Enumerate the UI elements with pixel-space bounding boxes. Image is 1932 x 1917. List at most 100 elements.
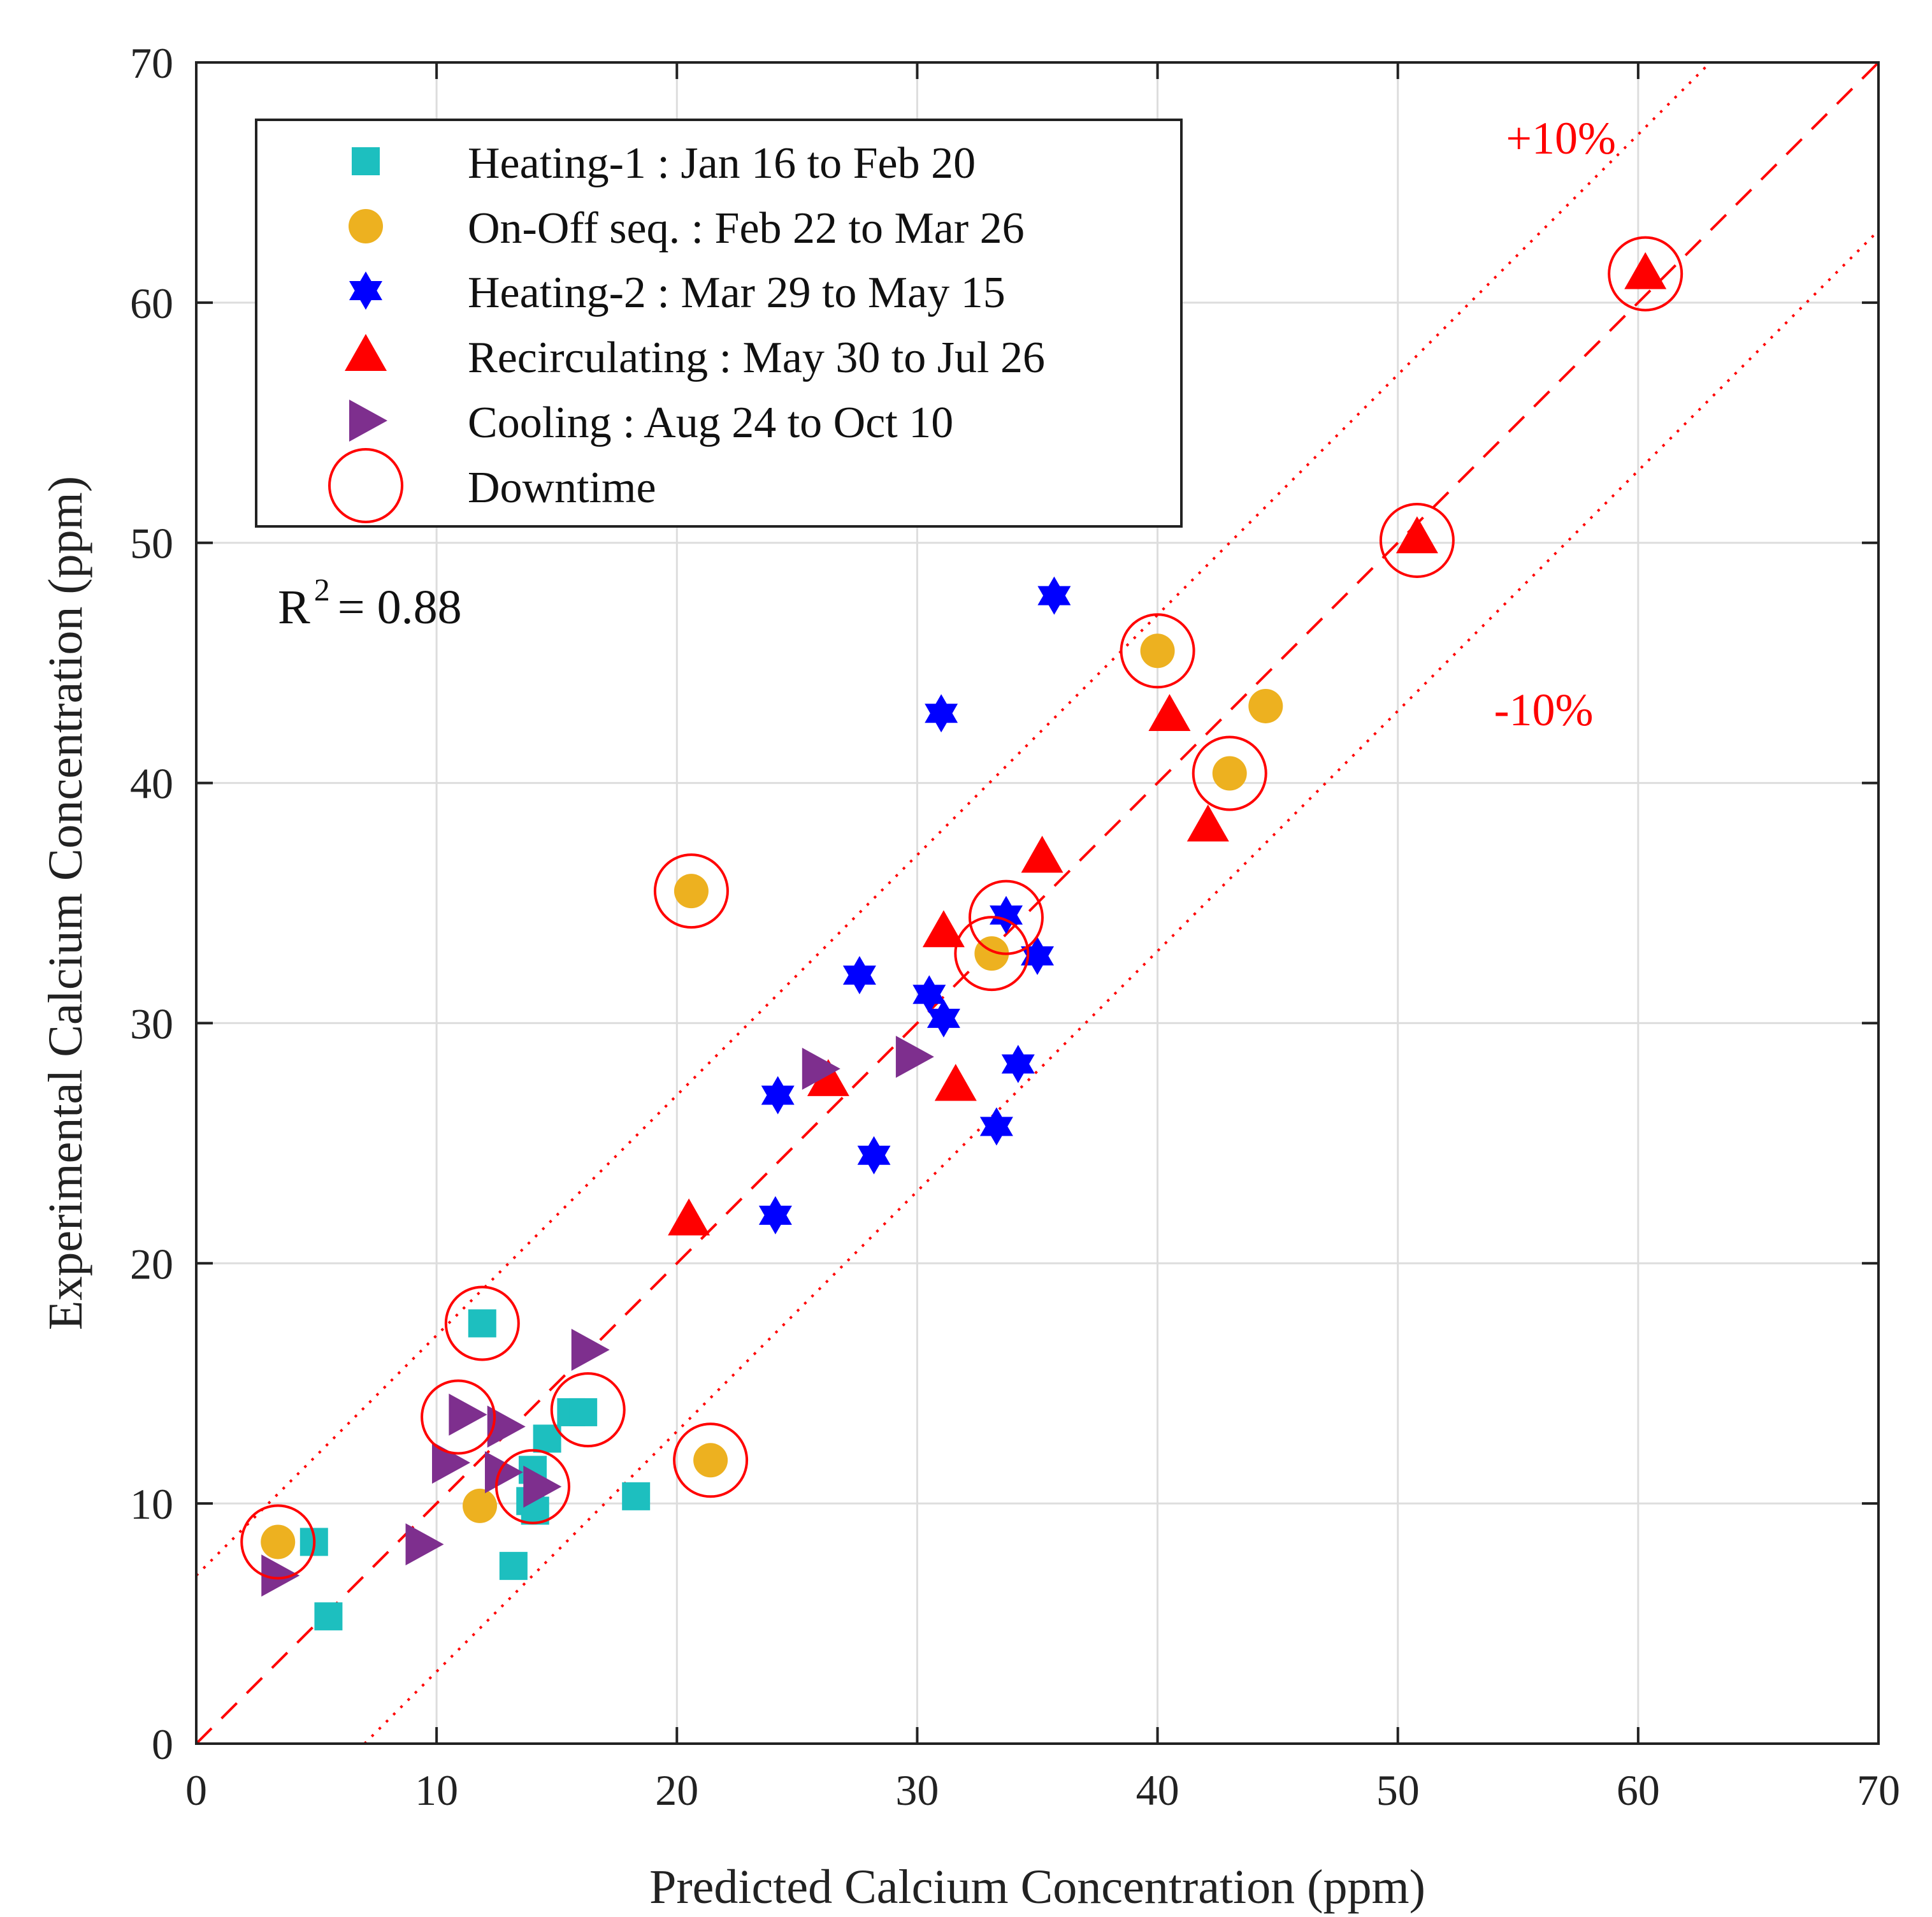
legend-symbols	[328, 147, 403, 523]
legend-symbol-square	[352, 147, 380, 175]
series-triangle-right	[261, 1036, 934, 1597]
data-point-circle	[693, 1443, 728, 1478]
data-point-triangle-right	[261, 1554, 300, 1597]
data-point-open-circle	[550, 1372, 626, 1448]
data-point-triangle-right	[405, 1523, 444, 1566]
r-squared-exponent: 2	[314, 572, 330, 607]
series-circle	[261, 633, 1283, 1559]
x-tick-label: 0	[185, 1766, 207, 1814]
data-point-hexagram	[1001, 1045, 1035, 1083]
data-point-hexagram	[761, 1076, 795, 1115]
data-point-triangle-up	[668, 1198, 710, 1236]
data-point-hexagram	[842, 956, 876, 995]
plus-10-label: +10%	[1506, 113, 1616, 164]
data-point-triangle-up	[922, 910, 965, 948]
data-point-hexagram	[979, 1107, 1013, 1146]
data-point-hexagram	[758, 1196, 792, 1234]
data-point-triangle-up	[1624, 252, 1667, 289]
legend-label-on-off: On-Off seq. : Feb 22 to Mar 26	[468, 204, 1025, 253]
data-point-open-circle	[968, 879, 1044, 955]
data-point-open-circle	[673, 1422, 749, 1498]
data-point-triangle-right	[484, 1451, 523, 1494]
legend-box	[255, 119, 1183, 528]
data-point-triangle-up	[1395, 516, 1438, 554]
data-point-triangle-right	[895, 1036, 934, 1078]
y-tick-label: 50	[130, 519, 173, 568]
data-point-open-circle	[1379, 502, 1455, 578]
x-tick-label: 30	[895, 1766, 939, 1814]
data-point-open-circle	[954, 916, 1030, 992]
axis-ticks: 0 10 20 30 40 50 60 70 0 10 20 30 40 50 60 70	[130, 39, 1900, 1814]
y-tick-label: 30	[130, 999, 173, 1048]
data-point-open-circle	[1120, 613, 1195, 689]
y-tick-label: 70	[130, 39, 173, 87]
legend-symbol-circle	[349, 209, 383, 243]
legend-label-recirculating: Recirculating : May 30 to Jul 26	[468, 333, 1045, 382]
r-squared-annotation: R 2 = 0.88	[278, 572, 462, 634]
series-square	[299, 1309, 651, 1631]
plot-frame	[195, 61, 1880, 1745]
data-point-triangle-right	[487, 1405, 526, 1448]
x-tick-label: 40	[1136, 1766, 1179, 1814]
identity-line	[195, 61, 1880, 1745]
y-tick-label: 10	[130, 1480, 173, 1528]
data-point-hexagram	[857, 1136, 891, 1175]
r-squared-value: = 0.88	[338, 581, 462, 634]
legend-symbol-hexagram	[349, 271, 382, 310]
data-point-square	[314, 1602, 343, 1631]
x-tick-label: 10	[415, 1766, 458, 1814]
data-point-triangle-right	[571, 1328, 610, 1371]
data-point-triangle-up	[1021, 836, 1063, 873]
data-point-triangle-up	[1148, 694, 1191, 732]
data-point-hexagram	[926, 999, 960, 1038]
x-tick-label: 50	[1376, 1766, 1420, 1814]
y-tick-label: 60	[130, 279, 173, 328]
reference-lines	[195, 61, 1880, 1745]
legend-label-heating-2: Heating-2 : Mar 29 to May 15	[468, 268, 1006, 317]
data-point-circle	[674, 874, 709, 909]
data-point-open-circle	[495, 1449, 570, 1524]
data-point-hexagram	[1037, 576, 1071, 615]
data-point-open-circle	[1608, 236, 1683, 312]
data-point-square	[499, 1552, 528, 1581]
data-point-hexagram	[912, 975, 946, 1014]
y-tick-label: 40	[130, 760, 173, 808]
data-point-square	[622, 1482, 651, 1510]
data-point-square	[468, 1309, 496, 1338]
legend-label-downtime: Downtime	[468, 463, 656, 512]
data-point-open-circle	[444, 1285, 520, 1361]
x-tick-label: 20	[655, 1766, 698, 1814]
minus-10-label: -10%	[1494, 684, 1594, 735]
series-hexagram	[758, 576, 1071, 1234]
y-axis-label: Experimental Calcium Concentration (ppm)	[39, 476, 92, 1330]
data-point-circle	[1212, 756, 1247, 791]
series-open-circle	[240, 236, 1683, 1580]
data-point-circle	[1248, 688, 1283, 723]
x-tick-label: 60	[1617, 1766, 1660, 1814]
data-point-triangle-right	[449, 1393, 487, 1436]
data-point-triangle-up	[1186, 804, 1229, 842]
data-point-open-circle	[653, 853, 729, 929]
data-markers	[240, 236, 1683, 1631]
y-tick-label: 0	[152, 1720, 173, 1769]
legend-label-heating-1: Heating-1 : Jan 16 to Feb 20	[468, 139, 976, 188]
r-squared-symbol: R	[278, 581, 310, 634]
legend-symbol-triangle-right	[349, 400, 387, 442]
data-point-open-circle	[240, 1504, 316, 1580]
data-point-triangle-up	[807, 1059, 849, 1096]
legend-symbol-triangle-up	[345, 334, 387, 371]
data-point-triangle-right	[432, 1442, 470, 1484]
data-point-triangle-up	[934, 1064, 977, 1101]
legend: Heating-1 : Jan 16 to Feb 20 On-Off seq.…	[255, 119, 1183, 528]
data-point-triangle-right	[802, 1048, 840, 1090]
data-point-triangle-right	[523, 1465, 562, 1508]
data-point-circle	[463, 1488, 498, 1523]
series-triangle-up	[668, 252, 1667, 1236]
y-tick-label: 20	[130, 1240, 173, 1288]
x-tick-label: 70	[1857, 1766, 1900, 1814]
data-point-square	[569, 1398, 598, 1426]
data-point-open-circle	[421, 1379, 496, 1455]
legend-label-cooling: Cooling : Aug 24 to Oct 10	[468, 398, 953, 447]
data-point-circle	[261, 1524, 296, 1559]
